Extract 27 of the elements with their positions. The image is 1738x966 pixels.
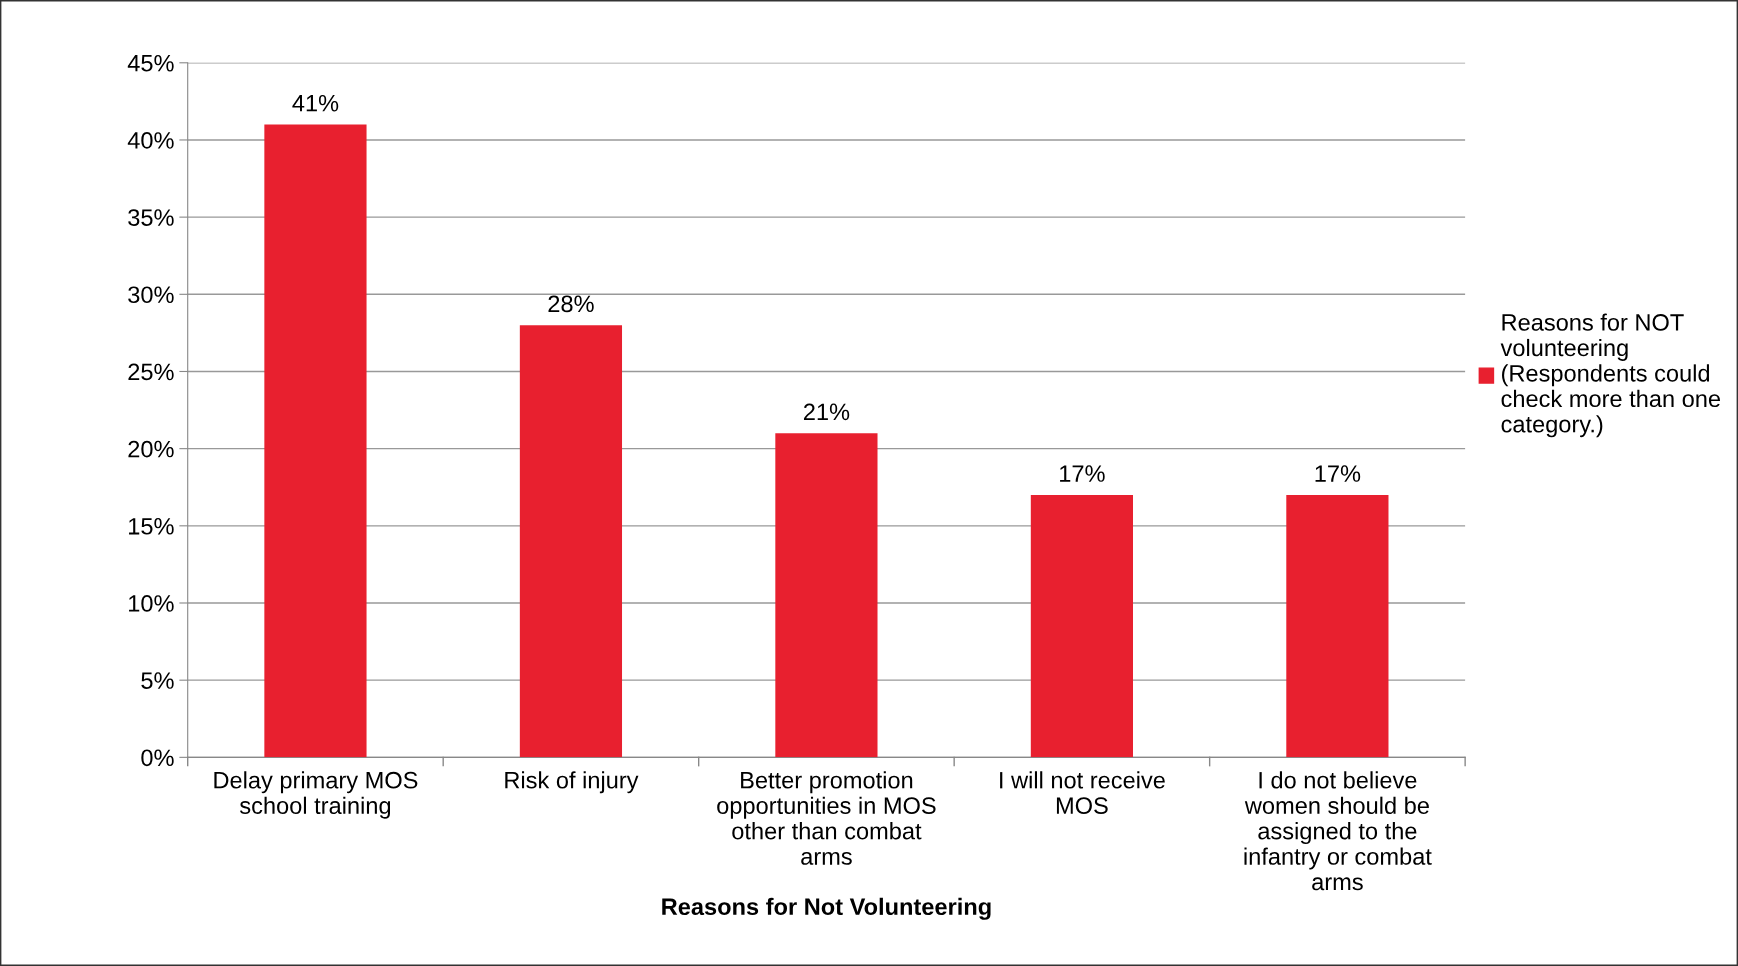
x-tick-label: Delay primary MOS school training xyxy=(214,771,418,819)
x-tick-label: Risk of injury xyxy=(505,771,639,794)
x-tick-label: Better promotion opportunities in MOS other than combat arms xyxy=(717,771,936,865)
bar xyxy=(1286,494,1389,758)
bar xyxy=(1030,494,1133,758)
bar xyxy=(775,433,878,758)
data-label: 21% xyxy=(803,403,850,421)
y-tick-label: 45% xyxy=(127,54,174,72)
y-tick-label: 15% xyxy=(129,518,174,535)
x-tick-label: I will not receive MOS xyxy=(1000,771,1165,815)
y-tick-label: 30% xyxy=(128,286,174,304)
y-tick-label: 0% xyxy=(141,749,174,767)
y-tick-label: 35% xyxy=(128,209,174,226)
data-label: 17% xyxy=(1315,465,1361,482)
y-tick-label: 10% xyxy=(129,595,174,612)
bar xyxy=(519,325,623,758)
x-tick-label: I do not believe women should be assigned to the infantry or combat arms xyxy=(1244,771,1432,891)
y-tick-label: 25% xyxy=(128,363,174,381)
y-tick-label: 20% xyxy=(128,440,174,458)
y-tick-label: 5% xyxy=(141,672,174,689)
x-axis-title: Reasons for Not Volunteering xyxy=(662,897,991,920)
data-label: 28% xyxy=(548,295,594,313)
data-label: 41% xyxy=(292,94,339,112)
legend-label: Reasons for NOT volunteering (Respondents could check more than one category.) xyxy=(1500,313,1720,438)
bar xyxy=(264,124,367,758)
data-label: 17% xyxy=(1060,465,1105,482)
y-tick-label: 40% xyxy=(127,132,174,149)
